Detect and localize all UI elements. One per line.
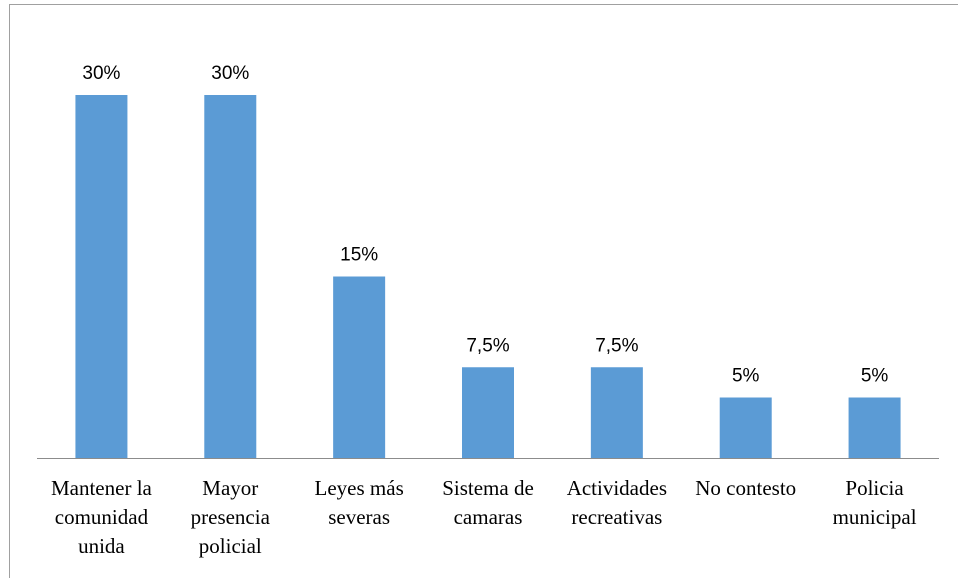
data-label: 5% <box>861 366 889 387</box>
x-tick-label: Mantener la comunidad unida <box>50 476 152 558</box>
data-label: 7,5% <box>466 335 509 356</box>
x-tick-label: Policia municipal <box>832 476 917 529</box>
data-label: 15% <box>340 245 378 266</box>
data-label: 30% <box>82 63 120 84</box>
data-label: 30% <box>211 63 249 84</box>
bar <box>204 95 257 458</box>
bar <box>75 95 128 458</box>
bar <box>590 367 643 458</box>
x-tick-label: Actividades recreativas <box>566 476 667 529</box>
bar <box>719 397 772 458</box>
x-tick-label: Mayor presencia policial <box>190 476 270 558</box>
bar <box>333 276 386 458</box>
x-tick-label: No contesto <box>695 476 797 500</box>
data-label: 5% <box>732 366 760 387</box>
x-tick-label: Sistema de camaras <box>442 476 534 529</box>
x-tick-label: Leyes más severas <box>314 476 404 529</box>
chart-frame <box>9 4 958 578</box>
bar <box>462 367 514 458</box>
bar <box>848 397 901 458</box>
data-label: 7,5% <box>595 335 638 356</box>
